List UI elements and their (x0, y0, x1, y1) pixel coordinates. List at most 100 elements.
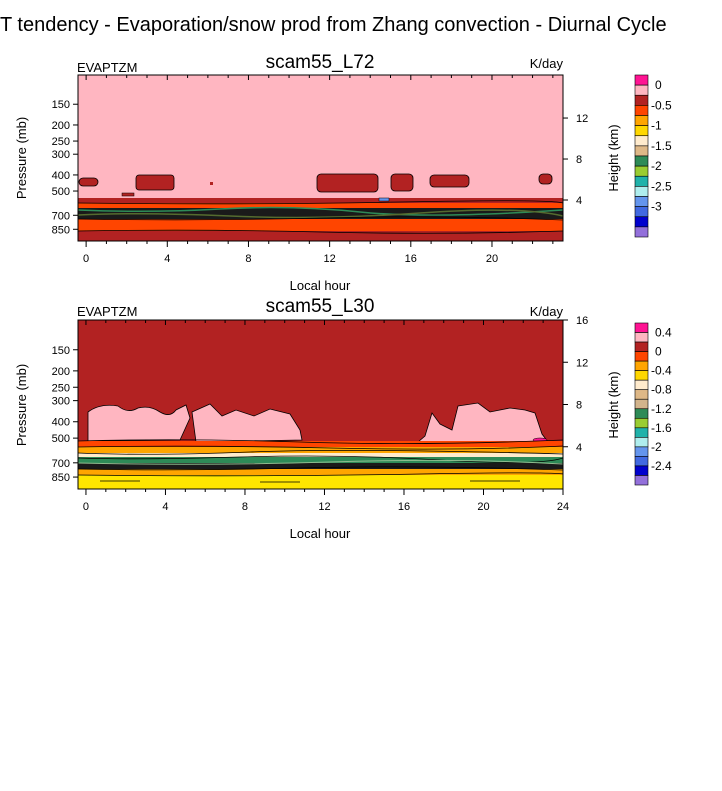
contour-blob (78, 177, 99, 187)
x-tick-label: 0 (83, 253, 89, 265)
y-axis-label: Pressure (mb) (14, 117, 29, 199)
colorbar-swatch (634, 351, 649, 362)
y-tick-label: 400 (52, 417, 70, 429)
colorbar-label: -2 (651, 440, 662, 454)
contour-patch (87, 404, 191, 442)
colorbar-swatch (634, 332, 649, 343)
contour-band (78, 463, 563, 469)
y-tick-label: 500 (52, 186, 70, 198)
colorbar-swatch (634, 206, 649, 218)
colorbar-swatch (634, 456, 649, 467)
y-tick-label: 700 (52, 210, 70, 222)
colorbar-swatch (634, 437, 649, 448)
y-tick-label: 700 (52, 458, 70, 470)
y2-axis-label: Height (km) (606, 124, 621, 191)
x-tick-label: 12 (318, 501, 330, 513)
colorbar-swatch (634, 427, 649, 438)
contour-band (78, 469, 563, 475)
contour-blob (429, 174, 470, 188)
colorbar-swatch (634, 115, 649, 126)
y-tick-label: 200 (52, 366, 70, 378)
colorbar-swatch (634, 226, 649, 238)
y-tick-label: 250 (52, 136, 70, 148)
contour-patch (416, 402, 549, 443)
contour-blob (390, 173, 414, 192)
colorbar-swatch (634, 417, 649, 429)
x-tick-label: 4 (164, 253, 170, 265)
x-tick-label: 12 (324, 253, 336, 265)
colorbar-label: -1 (651, 119, 662, 133)
colorbar-label: -2 (651, 159, 662, 173)
colorbar-label: -2.4 (651, 459, 672, 473)
x-tick-label: 16 (398, 501, 410, 513)
contour-band (78, 447, 563, 453)
y-tick-label: 500 (52, 433, 70, 445)
contour-blob (538, 173, 553, 185)
x-tick-label: 8 (245, 253, 251, 265)
contour-field (78, 75, 563, 241)
colorbar-swatch (634, 74, 649, 86)
y-tick-label: 150 (52, 99, 70, 111)
units-label: K/day (530, 56, 564, 71)
colorbar-label: -0.8 (651, 383, 672, 397)
colorbar-l72: 0 -0.5 -1 -1.5 -2 -2.5 -3 (634, 74, 672, 238)
colorbar-swatch (634, 322, 649, 333)
y2-tick-label: 4 (576, 442, 582, 454)
y2-tick-label: 12 (576, 113, 588, 125)
colorbar-swatch (634, 186, 649, 197)
colorbar-swatch (634, 196, 649, 207)
colorbar-label: -1.2 (651, 402, 672, 416)
y-tick-label: 200 (52, 120, 70, 132)
colorbar-swatch (634, 105, 649, 116)
units-label: K/day (530, 304, 564, 319)
colorbar-swatch (634, 94, 649, 106)
x-tick-label: 20 (477, 501, 489, 513)
contour-band (78, 208, 563, 219)
contour-band (78, 198, 563, 203)
contour-field (78, 320, 563, 489)
colorbar-label: 0 (655, 78, 662, 92)
colorbar-swatch (634, 155, 649, 167)
y-tick-label: 400 (52, 170, 70, 182)
colorbar-label: -1.5 (651, 139, 672, 153)
y-tick-label: 850 (52, 472, 70, 484)
y-axis-label: Pressure (mb) (14, 364, 29, 446)
x-tick-label: 4 (162, 501, 168, 513)
x-axis-label: Local hour (290, 278, 351, 293)
contour-blob (316, 173, 379, 193)
contour-band (78, 219, 563, 231)
y2-tick-label: 16 (576, 315, 588, 327)
y-tick-label: 300 (52, 149, 70, 161)
colorbar-swatch (634, 475, 649, 486)
colorbar-swatch (634, 216, 649, 228)
x-tick-label: 20 (486, 253, 498, 265)
x-tick-label: 8 (242, 501, 248, 513)
y2-axis-label: Height (km) (606, 371, 621, 438)
contour-band (78, 457, 563, 463)
colorbar-swatch (634, 135, 649, 147)
colorbar-swatch (634, 446, 649, 457)
y-tick-label: 250 (52, 382, 70, 394)
colorbar-swatch (634, 389, 649, 400)
colorbar-swatch (634, 84, 649, 96)
colorbar-swatch (634, 370, 649, 381)
colorbar-label: -0.4 (651, 364, 672, 378)
y2-tick-label: 4 (576, 195, 582, 207)
y2-tick-label: 8 (576, 400, 582, 412)
colorbar-label: -2.5 (651, 179, 672, 193)
colorbar-swatch (634, 125, 649, 137)
colorbar-label: -0.5 (651, 98, 672, 112)
variable-label: EVAPTZM (77, 60, 137, 75)
panel-title: scam55_L30 (266, 296, 375, 317)
colorbar-swatch (634, 145, 649, 157)
colorbar-swatch (634, 408, 649, 419)
contour-band (78, 441, 563, 447)
colorbar-swatch (634, 465, 649, 476)
plot-frame (77, 74, 564, 242)
contour-blob (135, 174, 175, 191)
x-tick-label: 0 (83, 501, 89, 513)
colorbar-swatch (634, 398, 649, 410)
colorbar-swatch (634, 165, 649, 177)
